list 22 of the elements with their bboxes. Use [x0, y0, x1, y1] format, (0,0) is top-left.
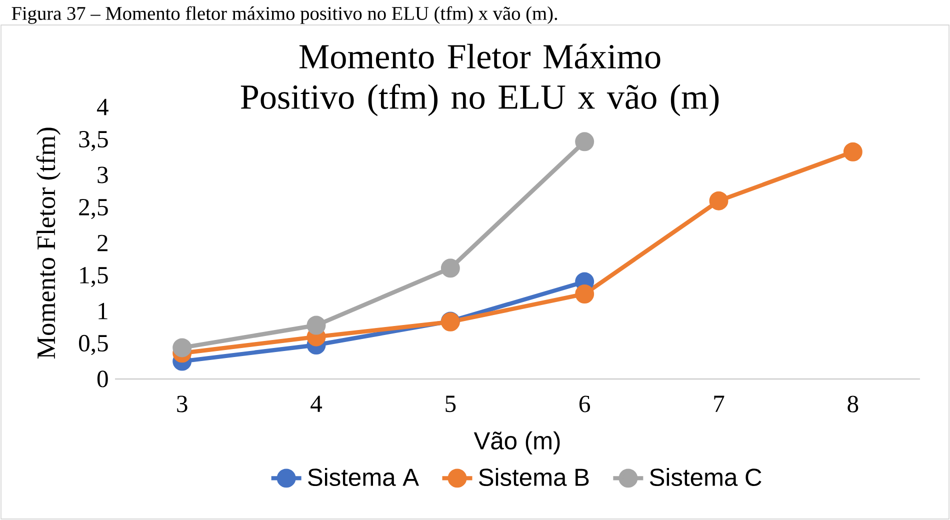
legend-label: Sistema A — [308, 468, 419, 486]
y-tick-label: 4 — [96, 98, 108, 116]
chart-title: Momento Fletor Máximo Positivo (tfm) no ELU x vão (m) — [240, 44, 719, 116]
x-tick-label: 5 — [446, 396, 456, 412]
text: Figura 37 – Momento fletor máximo positivo no ELU (tfm) x vão (m). — [12, 6, 558, 24]
y-tick-label: 0 — [97, 370, 108, 388]
y-tick-label: 2 — [98, 234, 108, 252]
y-tick-label: 1,5 — [80, 266, 108, 287]
y-tick-label: 1 — [98, 302, 108, 320]
x-axis-title: Vão (m) — [474, 431, 560, 454]
x-tick-label: 4 — [310, 396, 322, 412]
legend-label: Sistema B — [479, 468, 589, 486]
y-axis-title: Momento Fletor (tfm) — [36, 128, 61, 359]
x-tick-label: 8 — [848, 396, 858, 412]
legend-label: Sistema C — [650, 468, 762, 486]
x-tick-label: 7 — [714, 396, 724, 412]
x-tick-label: 3 — [177, 396, 188, 412]
y-tick-label: 2,5 — [79, 198, 108, 220]
y-tick-label: 3 — [98, 166, 108, 184]
y-tick-label: 3,5 — [79, 130, 108, 152]
x-tick-label: 6 — [579, 396, 590, 412]
y-tick-label: 0,5 — [78, 334, 108, 356]
